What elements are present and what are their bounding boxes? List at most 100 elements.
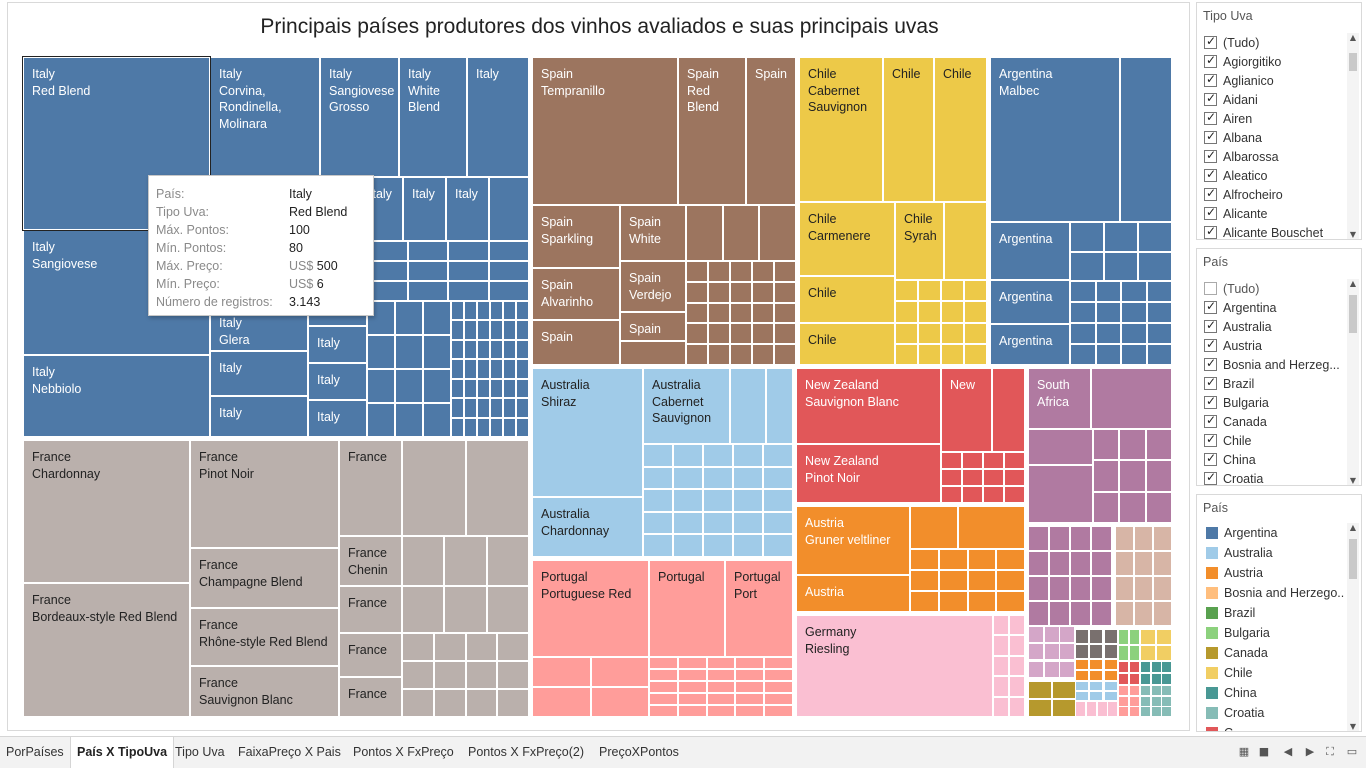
treemap-cell-germany[interactable] <box>1009 676 1025 697</box>
treemap-cell-italy[interactable] <box>477 340 490 359</box>
treemap-cell-chile[interactable] <box>944 202 987 280</box>
treemap-cell-france[interactable] <box>444 536 487 586</box>
treemap-cell-australia[interactable] <box>703 444 733 467</box>
treemap-cell-italy[interactable] <box>503 301 516 320</box>
treemap-cell-chile[interactable]: Chile <box>799 323 895 365</box>
checkbox-checked-icon[interactable] <box>1204 110 1217 125</box>
treemap-cell-argentina[interactable] <box>1096 323 1121 344</box>
treemap-cell-chile[interactable] <box>895 280 918 301</box>
treemap-cell-other[interactable] <box>1089 691 1103 701</box>
treemap-cell-australia[interactable] <box>643 512 673 534</box>
treemap-cell-italy[interactable] <box>464 301 477 320</box>
treemap-cell-italy[interactable]: Italy <box>467 57 529 177</box>
treemap-cell-portugal[interactable]: Portugal <box>649 560 725 657</box>
treemap-cell-portugal[interactable]: Portugal Port <box>725 560 793 657</box>
treemap-cell-australia[interactable] <box>733 534 763 557</box>
treemap-cell-italy[interactable] <box>367 335 395 369</box>
treemap-cell-portugal[interactable] <box>649 705 678 717</box>
treemap-cell-other[interactable] <box>1118 673 1129 685</box>
treemap-cell-italy[interactable]: Italy <box>210 351 308 396</box>
treemap-cell-italy[interactable]: Italy Nebbiolo <box>23 355 210 437</box>
treemap-cell-italy[interactable]: Italy White Blend <box>399 57 467 177</box>
treemap-cell-italy[interactable] <box>448 261 489 281</box>
treemap-cell-other[interactable] <box>1129 661 1140 673</box>
treemap-cell-other[interactable] <box>1140 661 1151 673</box>
treemap-cell-portugal[interactable] <box>532 657 591 687</box>
scroll-down-icon[interactable]: ▼ <box>1349 476 1357 485</box>
treemap-cell-argentina[interactable] <box>1104 252 1138 281</box>
treemap-cell-argentina[interactable] <box>1121 323 1147 344</box>
treemap-cell-portugal[interactable] <box>678 693 707 705</box>
treemap-cell-other[interactable] <box>1075 659 1089 670</box>
previous-icon[interactable]: ◀ <box>1283 745 1293 758</box>
treemap-cell-france[interactable]: France <box>339 440 402 536</box>
legend-item[interactable]: China <box>1201 683 1345 703</box>
treemap-cell-france[interactable] <box>402 440 466 536</box>
treemap-cell-spain[interactable] <box>708 344 730 365</box>
treemap-cell-spain[interactable]: Spain <box>620 312 686 341</box>
treemap-cell-austria[interactable]: Austria <box>796 575 910 612</box>
treemap-cell-other[interactable] <box>1028 699 1052 717</box>
treemap-cell-australia[interactable] <box>763 467 793 489</box>
treemap-cell-italy[interactable] <box>503 398 516 418</box>
treemap-cell-france[interactable] <box>466 661 497 689</box>
treemap-cell-other[interactable] <box>1059 661 1075 678</box>
treemap-cell-new-zealand[interactable] <box>941 452 962 469</box>
legend-item[interactable]: Bulgaria <box>1201 623 1345 643</box>
treemap-cell-australia[interactable] <box>673 534 703 557</box>
filter-option[interactable]: China <box>1201 450 1345 469</box>
treemap-cell-chile[interactable] <box>895 344 918 365</box>
filmstrip-icon[interactable]: ■ <box>1258 745 1270 758</box>
treemap-cell-portugal[interactable] <box>678 657 707 669</box>
treemap-cell-italy[interactable] <box>448 281 489 301</box>
filter-option[interactable]: Alicante Bouschet <box>1201 223 1345 239</box>
treemap-cell-other[interactable] <box>1028 576 1049 601</box>
treemap-cell-italy[interactable] <box>423 369 451 403</box>
treemap-cell-austria[interactable] <box>968 549 996 570</box>
treemap-cell-chile[interactable] <box>964 280 987 301</box>
filter-option[interactable]: Agiorgitiko <box>1201 52 1345 71</box>
legend-item[interactable]: C... <box>1201 723 1345 731</box>
treemap-cell-portugal[interactable] <box>735 681 764 693</box>
treemap-cell-spain[interactable] <box>759 205 796 261</box>
treemap-cell-chile[interactable] <box>918 323 941 344</box>
checkbox-unchecked-icon[interactable] <box>1204 282 1217 295</box>
treemap-cell-chile[interactable] <box>895 301 918 323</box>
treemap-cell-italy[interactable] <box>490 398 503 418</box>
treemap-cell-germany[interactable] <box>993 697 1009 717</box>
treemap-cell-argentina[interactable] <box>1104 222 1138 252</box>
treemap-cell-italy[interactable] <box>451 340 464 359</box>
treemap-cell-portugal[interactable] <box>678 669 707 681</box>
treemap-cell-chile[interactable] <box>918 344 941 365</box>
treemap-cell-spain[interactable] <box>774 323 796 344</box>
treemap-cell-portugal[interactable] <box>764 693 793 705</box>
filter-option[interactable]: Aidani <box>1201 90 1345 109</box>
treemap-cell-australia[interactable]: Australia Cabernet Sauvignon <box>643 368 730 444</box>
treemap-cell-new-zealand[interactable] <box>962 469 983 486</box>
treemap-cell-italy[interactable] <box>451 359 464 379</box>
treemap-cell-argentina[interactable] <box>1070 323 1096 344</box>
checkbox-checked-icon[interactable] <box>1204 318 1217 333</box>
treemap-cell-other[interactable] <box>1153 551 1172 576</box>
filter-option[interactable]: Croatia <box>1201 469 1345 485</box>
treemap-cell-chile[interactable]: Chile <box>799 276 895 323</box>
treemap-cell-italy[interactable] <box>451 301 464 320</box>
treemap-cell-france[interactable] <box>402 689 434 717</box>
treemap-cell-austria[interactable] <box>996 570 1025 591</box>
treemap-cell-other[interactable] <box>1118 706 1129 717</box>
treemap-cell-argentina[interactable] <box>1147 281 1172 302</box>
treemap-cell-other[interactable] <box>1115 551 1134 576</box>
treemap-cell-austria[interactable] <box>996 591 1025 612</box>
checkbox-checked-icon[interactable] <box>1204 337 1217 352</box>
treemap-cell-other[interactable] <box>1161 706 1172 717</box>
treemap-cell-austria[interactable] <box>939 549 968 570</box>
scroll-up-icon[interactable]: ▲ <box>1349 523 1357 532</box>
treemap-cell-other[interactable] <box>1104 670 1118 681</box>
scroll-thumb[interactable] <box>1349 295 1357 333</box>
treemap-cell-other[interactable] <box>1028 626 1044 643</box>
filter-option[interactable]: Alfrocheiro <box>1201 185 1345 204</box>
treemap-cell-france[interactable] <box>466 689 497 717</box>
treemap-cell-argentina[interactable] <box>1070 302 1096 323</box>
treemap-cell-spain[interactable]: Spain Alvarinho <box>532 268 620 320</box>
checkbox-checked-icon[interactable] <box>1204 53 1217 68</box>
